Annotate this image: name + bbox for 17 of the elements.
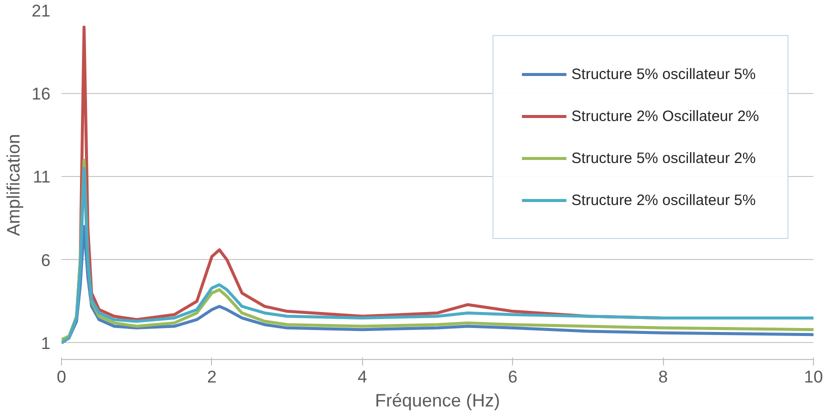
x-tick-label: 6 xyxy=(508,368,518,386)
y-tick-label: 6 xyxy=(41,250,51,270)
x-tick-label: 4 xyxy=(358,368,368,386)
legend-label: Structure 5% oscillateur 5% xyxy=(571,66,756,82)
legend-label: Structure 5% oscillateur 2% xyxy=(571,150,756,166)
x-axis-title: Fréquence (Hz) xyxy=(374,390,500,410)
y-axis-title: Amplification xyxy=(4,134,24,236)
legend-label: Structure 2% Oscillateur 2% xyxy=(571,108,759,124)
y-tick-label: 21 xyxy=(32,2,51,20)
x-tick-label: 0 xyxy=(56,368,66,386)
x-tick-label: 8 xyxy=(658,368,668,386)
x-tick-label: 2 xyxy=(207,368,217,386)
x-tick-label: 10 xyxy=(804,368,823,386)
y-tick-label: 16 xyxy=(32,84,51,104)
legend-label: Structure 2% oscillateur 5% xyxy=(571,192,756,208)
y-tick-label: 11 xyxy=(32,168,51,187)
y-tick-label: 1 xyxy=(41,334,51,353)
